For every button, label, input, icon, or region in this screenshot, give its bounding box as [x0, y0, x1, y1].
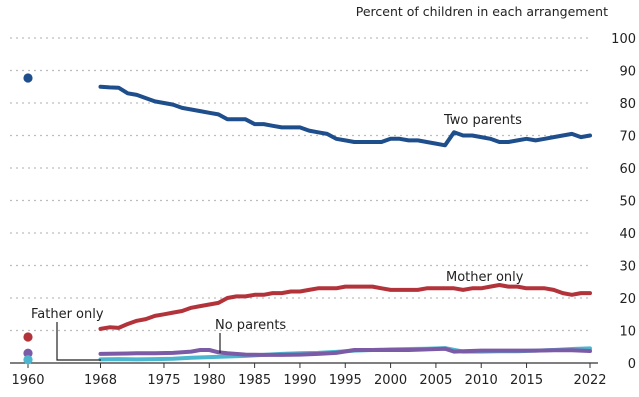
y-tick-70: 70 [619, 130, 636, 145]
x-tick-1968: 1968 [84, 373, 117, 388]
series-line-no-parents [98, 346, 592, 357]
points-1960 [23, 73, 33, 365]
y-tick-30: 30 [619, 260, 636, 275]
y-tick-60: 60 [619, 162, 636, 177]
x-tick-1985: 1985 [238, 373, 271, 388]
y-tick-20: 20 [619, 292, 636, 307]
y-tick-100: 100 [611, 32, 636, 47]
x-tick-2022: 2022 [573, 373, 606, 388]
x-tick-1990: 1990 [283, 373, 316, 388]
y-tick-50: 50 [619, 195, 636, 210]
series-line-mother-only [98, 283, 592, 331]
y-tick-40: 40 [619, 227, 636, 242]
y-tick-80: 80 [619, 97, 636, 112]
point-1960-no-parents [23, 348, 33, 358]
annotation-no-parents: No parents [215, 318, 286, 333]
y-axis-label: Percent of children in each arrangement [356, 4, 608, 19]
x-tick-2005: 2005 [419, 373, 452, 388]
leader-line-father-only [56, 322, 101, 361]
annotation-father-only: Father only [31, 307, 104, 322]
series-line-two-parents [98, 84, 592, 148]
x-tick-2015: 2015 [510, 373, 543, 388]
y-tick-labels: 0 10 20 30 40 50 60 70 80 90 100 [611, 32, 636, 372]
x-tick-1995: 1995 [329, 373, 362, 388]
annotation-two-parents: Two parents [443, 113, 522, 128]
x-tick-2000: 2000 [374, 373, 407, 388]
x-tick-labels: 1960 1968 1975 1980 1985 1990 1995 2000 2005 2010… [10, 362, 607, 388]
x-tick-1975: 1975 [147, 373, 180, 388]
point-1960-two-parents [23, 73, 33, 83]
point-1960-mother-only [23, 332, 33, 342]
gridlines [10, 37, 590, 332]
x-tick-2010: 2010 [465, 373, 498, 388]
point-1960-father-only [23, 355, 33, 365]
series-lines [98, 84, 592, 362]
y-tick-0: 0 [628, 357, 636, 372]
y-tick-90: 90 [619, 65, 636, 80]
x-tick-1980: 1980 [193, 373, 226, 388]
y-tick-10: 10 [619, 325, 636, 340]
annotations: Two parents Mother only No parents Father o… [31, 113, 524, 361]
annotation-mother-only: Mother only [446, 270, 524, 285]
x-tick-1960: 1960 [11, 373, 44, 388]
